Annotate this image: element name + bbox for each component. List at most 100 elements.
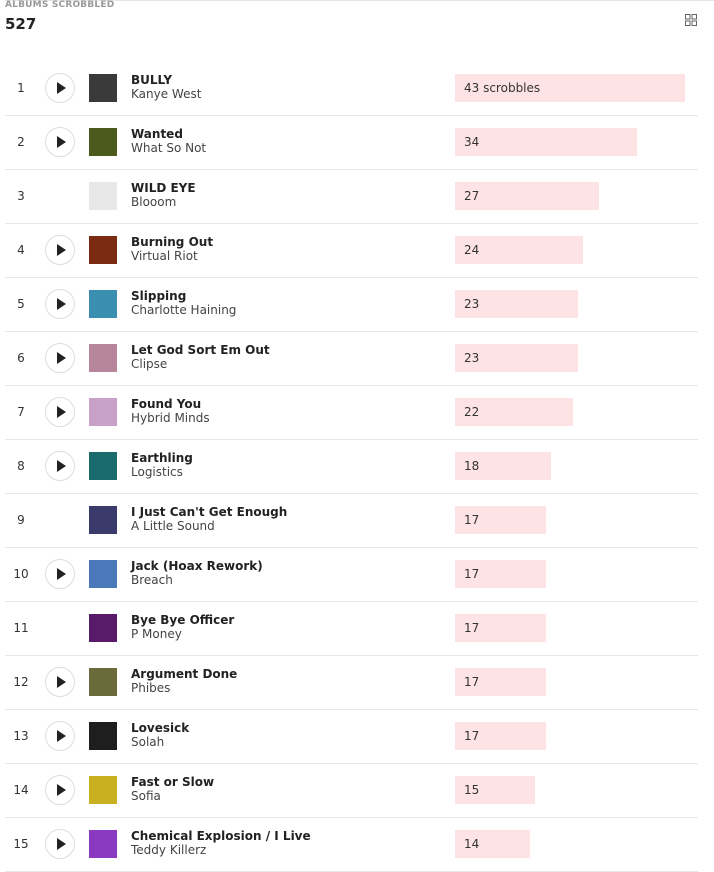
play-button[interactable]: [45, 289, 75, 319]
scrobble-bar: [455, 668, 546, 696]
scrobble-bar: [455, 830, 530, 858]
album-title[interactable]: Found You: [131, 397, 202, 411]
album-art[interactable]: [89, 668, 117, 696]
artist-name[interactable]: Sofia: [131, 789, 161, 803]
scrobble-bar: [455, 344, 579, 372]
album-art[interactable]: [89, 776, 117, 804]
scrobble-count: 43 scrobbles: [464, 81, 541, 95]
album-title[interactable]: Chemical Explosion / I Live: [131, 829, 311, 843]
album-title[interactable]: Let God Sort Em Out: [131, 343, 270, 357]
album-art[interactable]: [89, 452, 117, 480]
scrobble-count: 17: [464, 729, 480, 743]
artist-name[interactable]: A Little Sound: [131, 519, 215, 533]
play-button[interactable]: [45, 127, 75, 157]
album-row: 13 Lovesick Solah 17: [5, 709, 698, 764]
artist-name[interactable]: P Money: [131, 627, 182, 641]
album-row: 2 Wanted What So Not 34: [5, 115, 698, 170]
album-art[interactable]: [89, 74, 117, 102]
play-icon: [57, 568, 66, 580]
album-row: 14 Fast or Slow Sofia 15: [5, 763, 698, 818]
play-icon: [57, 352, 66, 364]
scrobble-bar: [455, 722, 546, 750]
play-icon: [57, 676, 66, 688]
header-count: 527: [5, 15, 37, 33]
album-art[interactable]: [89, 182, 117, 210]
scrobble-bar: [455, 398, 573, 426]
play-icon: [57, 838, 66, 850]
scrobble-bar: [455, 776, 536, 804]
artist-name[interactable]: Charlotte Haining: [131, 303, 237, 317]
artist-name[interactable]: What So Not: [131, 141, 207, 155]
album-title[interactable]: Slipping: [131, 289, 187, 303]
play-icon: [57, 730, 66, 742]
scrobble-count: 14: [464, 837, 480, 851]
album-row: 7 Found You Hybrid Minds 22: [5, 385, 698, 440]
album-art[interactable]: [89, 236, 117, 264]
play-icon: [57, 244, 66, 256]
play-button[interactable]: [45, 775, 75, 805]
play-button[interactable]: [45, 397, 75, 427]
album-art[interactable]: [89, 290, 117, 318]
album-row: 9 I Just Can't Get Enough A Little Sound 17: [5, 493, 698, 548]
rank: 9: [17, 513, 25, 527]
artist-name[interactable]: Solah: [131, 735, 165, 749]
play-button[interactable]: [45, 721, 75, 751]
artist-name[interactable]: Logistics: [131, 465, 183, 479]
artist-name[interactable]: Virtual Riot: [131, 249, 198, 263]
play-icon: [57, 298, 66, 310]
play-button[interactable]: [45, 73, 75, 103]
album-title[interactable]: Burning Out: [131, 235, 214, 249]
play-button[interactable]: [45, 559, 75, 589]
play-icon: [57, 136, 66, 148]
scrobble-bar: [455, 128, 637, 156]
scrobble-bar: [455, 452, 552, 480]
scrobble-bar: [455, 506, 546, 534]
album-art[interactable]: [89, 722, 117, 750]
rank: 1: [17, 81, 25, 95]
play-button[interactable]: [45, 343, 75, 373]
artist-name[interactable]: Breach: [131, 573, 173, 587]
play-button[interactable]: [45, 829, 75, 859]
scrobble-count: 23: [464, 297, 480, 311]
album-art[interactable]: [89, 614, 117, 642]
artist-name[interactable]: Hybrid Minds: [131, 411, 210, 425]
artist-name[interactable]: Blooom: [131, 195, 177, 209]
album-title[interactable]: BULLY: [131, 73, 173, 87]
album-row: 10 Jack (Hoax Rework) Breach 17: [5, 547, 698, 602]
album-art[interactable]: [89, 344, 117, 372]
album-row: 6 Let God Sort Em Out Clipse 23: [5, 331, 698, 386]
rank: 5: [17, 297, 25, 311]
artist-name[interactable]: Clipse: [131, 357, 168, 371]
album-art[interactable]: [89, 398, 117, 426]
album-title[interactable]: Bye Bye Officer: [131, 613, 235, 627]
artist-name[interactable]: Teddy Killerz: [131, 843, 207, 857]
album-art[interactable]: [89, 506, 117, 534]
scrobble-bar: [455, 290, 579, 318]
album-row: 4 Burning Out Virtual Riot 24: [5, 223, 698, 278]
album-title[interactable]: Earthling: [131, 451, 193, 465]
album-title[interactable]: I Just Can't Get Enough: [131, 505, 288, 519]
album-title[interactable]: WILD EYE: [131, 181, 196, 195]
play-button[interactable]: [45, 667, 75, 697]
album-row: 1 BULLY Kanye West 43 scrobbles: [5, 61, 698, 116]
artist-name[interactable]: Phibes: [131, 681, 171, 695]
album-art[interactable]: [89, 128, 117, 156]
scrobble-bar: [455, 236, 584, 264]
album-title[interactable]: Jack (Hoax Rework): [131, 559, 263, 573]
album-row: 5 Slipping Charlotte Haining 23: [5, 277, 698, 332]
scrobble-count: 18: [464, 459, 480, 473]
album-art[interactable]: [89, 560, 117, 588]
album-title[interactable]: Wanted: [131, 127, 183, 141]
album-title[interactable]: Argument Done: [131, 667, 238, 681]
scrobble-count: 17: [464, 567, 480, 581]
scrobble-bar: [455, 74, 685, 102]
play-button[interactable]: [45, 235, 75, 265]
grid-view-button[interactable]: [685, 14, 697, 26]
artist-name[interactable]: Kanye West: [131, 87, 202, 101]
album-title[interactable]: Fast or Slow: [131, 775, 215, 789]
album-title[interactable]: Lovesick: [131, 721, 190, 735]
album-art[interactable]: [89, 830, 117, 858]
play-button[interactable]: [45, 451, 75, 481]
scrobble-count: 24: [464, 243, 480, 257]
